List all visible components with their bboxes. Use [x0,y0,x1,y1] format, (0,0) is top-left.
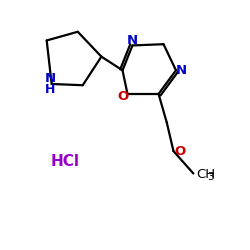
Text: N: N [45,72,56,85]
Text: 3: 3 [207,172,214,182]
Text: O: O [174,144,185,158]
Text: N: N [127,34,138,48]
Text: N: N [176,64,186,77]
Text: H: H [45,83,56,96]
Text: O: O [117,90,128,103]
Text: HCl: HCl [51,154,80,168]
Text: CH: CH [196,168,215,181]
